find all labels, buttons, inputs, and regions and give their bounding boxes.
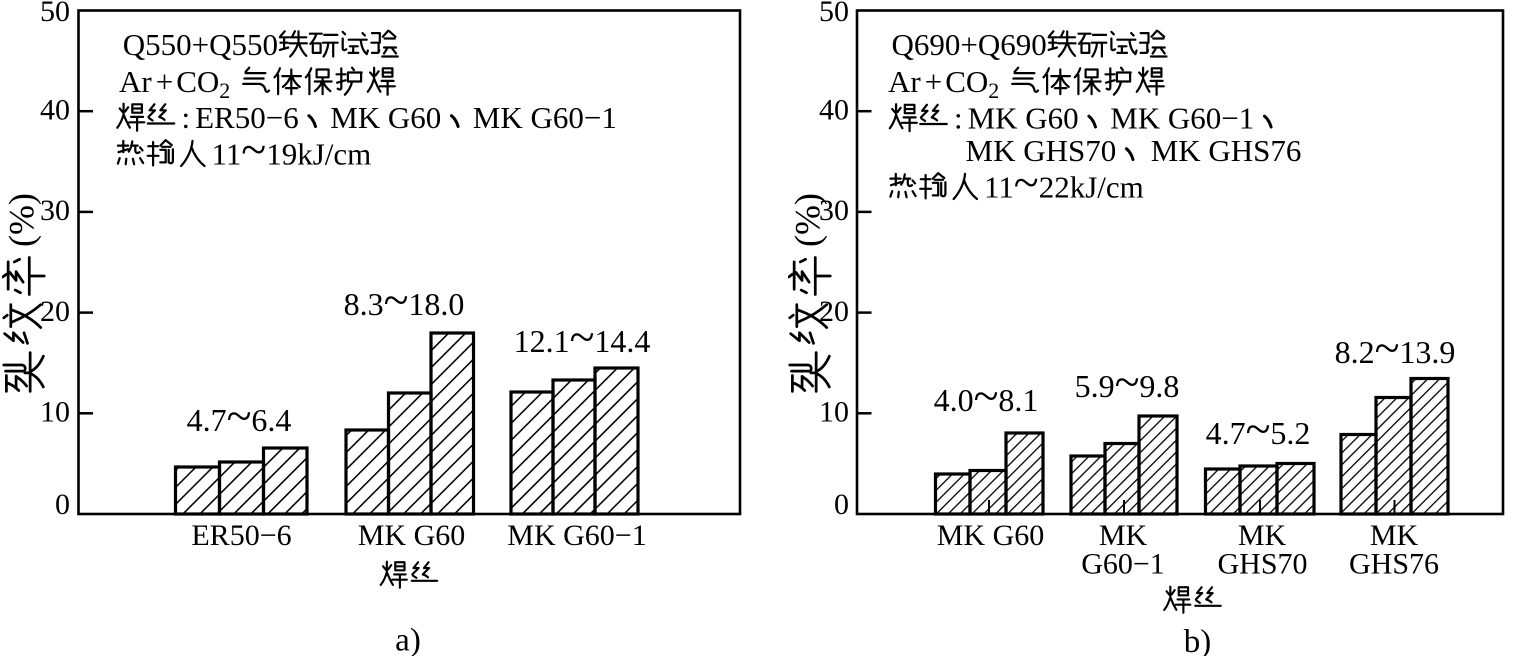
svg-text:Q550+Q550: Q550+Q550 (123, 27, 278, 62)
svg-text:CO: CO (176, 64, 219, 99)
svg-text:50: 50 (40, 0, 70, 28)
svg-text:(%): (%) (2, 193, 42, 247)
svg-text:12.1: 12.1 (514, 323, 570, 359)
svg-text:5.2: 5.2 (1270, 415, 1310, 451)
svg-text:~: ~ (974, 370, 999, 421)
svg-text:MK G60: MK G60 (937, 519, 1045, 552)
svg-text:+: + (156, 64, 173, 99)
svg-text:GHS76: GHS76 (1349, 548, 1439, 581)
svg-text:4.0: 4.0 (934, 382, 974, 418)
svg-text:40: 40 (819, 94, 849, 127)
svg-text:Ar: Ar (119, 64, 152, 99)
svg-text:2: 2 (988, 78, 999, 103)
svg-text:MK G60−1: MK G60−1 (473, 100, 617, 135)
svg-text:MK: MK (1370, 519, 1419, 552)
svg-text:50: 50 (819, 0, 849, 28)
svg-text:8.1: 8.1 (998, 382, 1038, 418)
svg-text:13.9: 13.9 (1399, 334, 1455, 370)
svg-text:~: ~ (1014, 157, 1039, 208)
svg-text:8.2: 8.2 (1335, 334, 1375, 370)
svg-text:30: 30 (40, 194, 70, 227)
svg-text:MK GHS76: MK GHS76 (1151, 133, 1302, 168)
svg-text:MK GHS70: MK GHS70 (966, 133, 1117, 168)
svg-text:0: 0 (834, 488, 849, 521)
svg-text:~: ~ (1375, 322, 1400, 373)
svg-text:10: 10 (819, 396, 849, 429)
svg-text:5.9: 5.9 (1075, 368, 1115, 404)
svg-text:~: ~ (241, 124, 266, 175)
svg-text:20: 20 (40, 295, 70, 328)
svg-text:4.7: 4.7 (187, 402, 227, 438)
svg-text:MK G60−1: MK G60−1 (1110, 101, 1254, 136)
svg-text:22kJ/cm: 22kJ/cm (1039, 170, 1144, 205)
svg-text:CO: CO (945, 64, 988, 99)
svg-text:~: ~ (1246, 403, 1271, 454)
svg-text:G60−1: G60−1 (1081, 548, 1165, 581)
svg-text:~: ~ (570, 311, 595, 362)
svg-text:MK G60: MK G60 (358, 519, 466, 552)
svg-text:6.4: 6.4 (251, 402, 291, 438)
svg-text:30: 30 (819, 194, 849, 227)
svg-text:MK: MK (1238, 519, 1287, 552)
svg-text:Q690+Q690: Q690+Q690 (892, 27, 1047, 62)
svg-text:~: ~ (384, 274, 409, 325)
svg-text:~: ~ (227, 390, 252, 441)
svg-text:19kJ/cm: 19kJ/cm (266, 137, 371, 172)
svg-text:8.3: 8.3 (344, 286, 384, 322)
svg-text:ER50−6: ER50−6 (191, 519, 291, 552)
svg-text:11: 11 (984, 170, 1014, 205)
svg-text:0: 0 (55, 488, 70, 521)
svg-text:4.7: 4.7 (1206, 415, 1246, 451)
svg-text:2: 2 (219, 78, 230, 103)
svg-text:MK: MK (1099, 519, 1148, 552)
svg-text:9.8: 9.8 (1139, 368, 1179, 404)
svg-text:MK G60: MK G60 (330, 100, 441, 135)
svg-text:10: 10 (40, 396, 70, 429)
svg-text:(%): (%) (788, 193, 828, 247)
svg-text:20: 20 (819, 295, 849, 328)
svg-text:14.4: 14.4 (594, 323, 650, 359)
svg-text::: : (954, 101, 963, 136)
svg-text:~: ~ (1115, 356, 1140, 407)
svg-text:MK G60: MK G60 (968, 101, 1079, 136)
svg-text:a): a) (395, 623, 421, 656)
svg-text:ER50−6: ER50−6 (195, 100, 299, 135)
svg-text:b): b) (1184, 624, 1212, 656)
svg-text:11: 11 (212, 137, 242, 172)
svg-text:40: 40 (40, 94, 70, 127)
svg-text:Ar: Ar (888, 64, 921, 99)
svg-text:+: + (925, 64, 942, 99)
svg-text:18.0: 18.0 (408, 286, 464, 322)
svg-text:MK G60−1: MK G60−1 (507, 519, 646, 552)
svg-text::: : (182, 100, 191, 135)
svg-text:GHS70: GHS70 (1217, 548, 1307, 581)
